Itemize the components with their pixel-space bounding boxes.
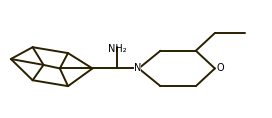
Text: N: N (134, 63, 141, 73)
Text: O: O (216, 63, 224, 73)
Text: NH₂: NH₂ (108, 44, 126, 54)
